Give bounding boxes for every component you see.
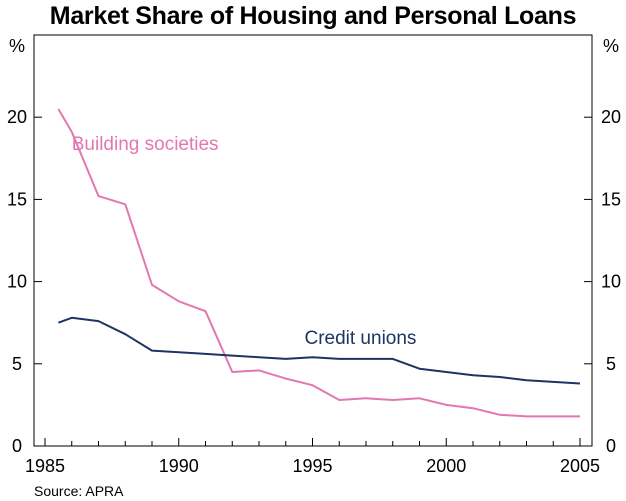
- y-tick-label-right: 0: [606, 436, 616, 456]
- x-tick-label: 1990: [159, 456, 199, 476]
- y-tick-label-left: 15: [7, 189, 27, 209]
- x-tick-label: 1985: [25, 456, 65, 476]
- source-note: Source: APRA: [34, 483, 124, 499]
- y-tick-label-right: 5: [606, 354, 616, 374]
- y-tick-label-right: 10: [601, 272, 621, 292]
- labels-layer: 1985 1990 1995 2000 2005 0 0 5 5 10 10 15 15 20 20% % Bu…: [7, 36, 621, 476]
- y-tick-label-left: 5: [12, 354, 22, 374]
- chart-title: Market Share of Housing and Personal Loa…: [49, 2, 577, 30]
- y-axis-unit-left: %: [9, 36, 25, 56]
- x-tick-label: 1995: [292, 456, 332, 476]
- x-tick-label: 2000: [426, 456, 466, 476]
- series-line-credit-unions: [58, 316, 581, 385]
- y-tick-label-left: 10: [7, 272, 27, 292]
- ticks-layer: [34, 116, 592, 446]
- y-tick-label-right: 15: [601, 189, 621, 209]
- series-layer: [57, 108, 581, 418]
- x-tick-label: 2005: [560, 456, 600, 476]
- y-tick-label-left: 0: [12, 436, 22, 456]
- y-tick-label-right: 20: [601, 107, 621, 127]
- series-label-credit-unions: Credit unions: [304, 328, 416, 349]
- y-tick-label-left: 20: [7, 107, 27, 127]
- series-label-building-societies: Building societies: [72, 134, 219, 155]
- series-line-building-societies: [57, 108, 580, 418]
- y-axis-unit-right: %: [603, 36, 619, 56]
